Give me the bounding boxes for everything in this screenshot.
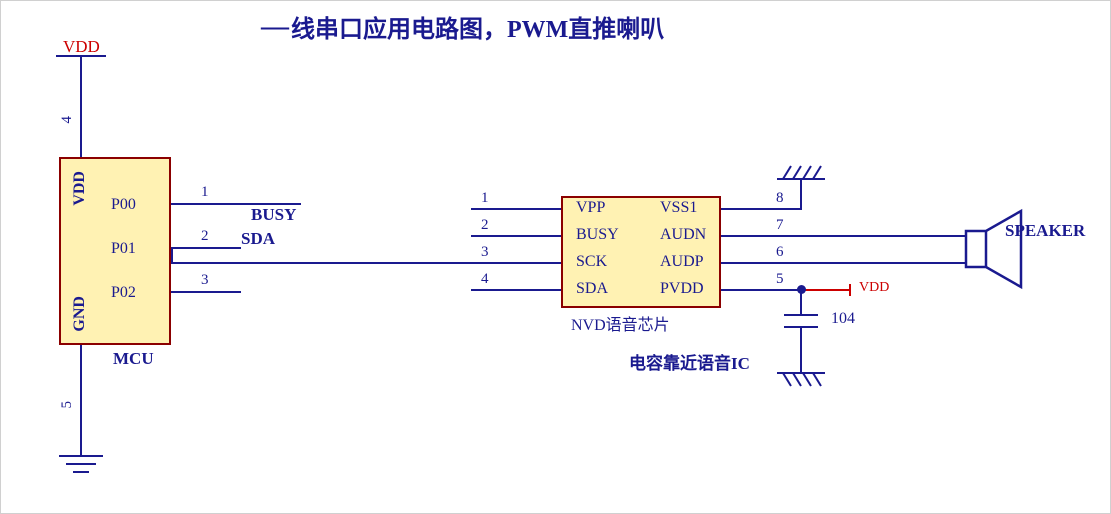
nvd-r5-num: 5 (776, 271, 784, 288)
mcu-label: MCU (113, 349, 154, 369)
nvd-sck: SCK (576, 253, 607, 271)
p01-wire-stub (171, 247, 241, 249)
nvd-l3-num: 3 (481, 244, 489, 261)
vdd-right-label: VDD (859, 280, 889, 296)
vdd-label-top: VDD (63, 37, 100, 57)
nvd-r6-num: 6 (776, 244, 784, 261)
pvdd-vdd-bar (849, 284, 851, 296)
p01-num: 2 (201, 228, 209, 245)
mcu-p01: P01 (111, 240, 136, 258)
p00-num: 1 (201, 184, 209, 201)
nvd-r7-wire (721, 235, 801, 237)
audp-wire (801, 262, 966, 264)
cap-note: 电容靠近语音IC (629, 349, 750, 374)
nvd-r8-num: 8 (776, 190, 784, 207)
cap-gnd-symbol (777, 373, 825, 398)
cap-plate1 (784, 314, 818, 316)
nvd-l3-wire (471, 262, 561, 264)
vdd-wire-top (80, 55, 82, 157)
nvd-sda: SDA (576, 280, 608, 298)
mcu-p00: P00 (111, 196, 136, 214)
nvd-l2-num: 2 (481, 217, 489, 234)
nvd-audn: AUDN (660, 226, 706, 244)
speaker-label: SPEAKER (1005, 221, 1085, 241)
mcu-gnd1 (59, 455, 103, 457)
audn-wire (801, 235, 966, 237)
sda-jog (171, 247, 173, 264)
nvd-vpp: VPP (576, 199, 605, 217)
nvd-pvdd: PVDD (660, 280, 704, 298)
mcu-pin4-num: 4 (59, 116, 76, 124)
busy-label: BUSY (251, 205, 296, 225)
nvd-l4-wire (471, 289, 561, 291)
cap-value: 104 (831, 310, 855, 328)
vss1-gnd-wire (800, 179, 802, 210)
nvd-l1-wire (471, 208, 561, 210)
nvd-l4-num: 4 (481, 271, 489, 288)
nvd-r7-num: 7 (776, 217, 784, 234)
p02-num: 3 (201, 272, 209, 289)
mcu-gnd3 (73, 471, 89, 473)
vss1-gnd-symbol (777, 156, 825, 181)
mcu-gnd-wire (80, 345, 82, 455)
sda-label: SDA (241, 229, 275, 249)
nvd-busy: BUSY (576, 226, 619, 244)
nvd-audp: AUDP (660, 253, 704, 271)
nvd-r8-wire (721, 208, 801, 210)
mcu-vdd-port: VDD (71, 171, 89, 206)
nvd-r6-wire (721, 262, 801, 264)
pvdd-vdd-wire (801, 289, 851, 291)
page-title: 线串口应用电路图，PWM直推喇叭 (291, 9, 664, 44)
title-dash: — (261, 11, 289, 43)
nvd-vss1: VSS1 (660, 199, 697, 217)
cap-wire-bot (800, 328, 802, 373)
cap-wire-top (800, 289, 802, 314)
nvd-l1-num: 1 (481, 190, 489, 207)
mcu-pin5-num: 5 (59, 401, 76, 409)
p02-wire (171, 291, 241, 293)
mcu-gnd-port: GND (71, 296, 89, 332)
mcu-p02: P02 (111, 284, 136, 302)
nvd-l2-wire (471, 235, 561, 237)
nvd-label: NVD语音芯片 (571, 311, 670, 335)
nvd-r5-wire (721, 289, 801, 291)
mcu-gnd2 (66, 463, 96, 465)
